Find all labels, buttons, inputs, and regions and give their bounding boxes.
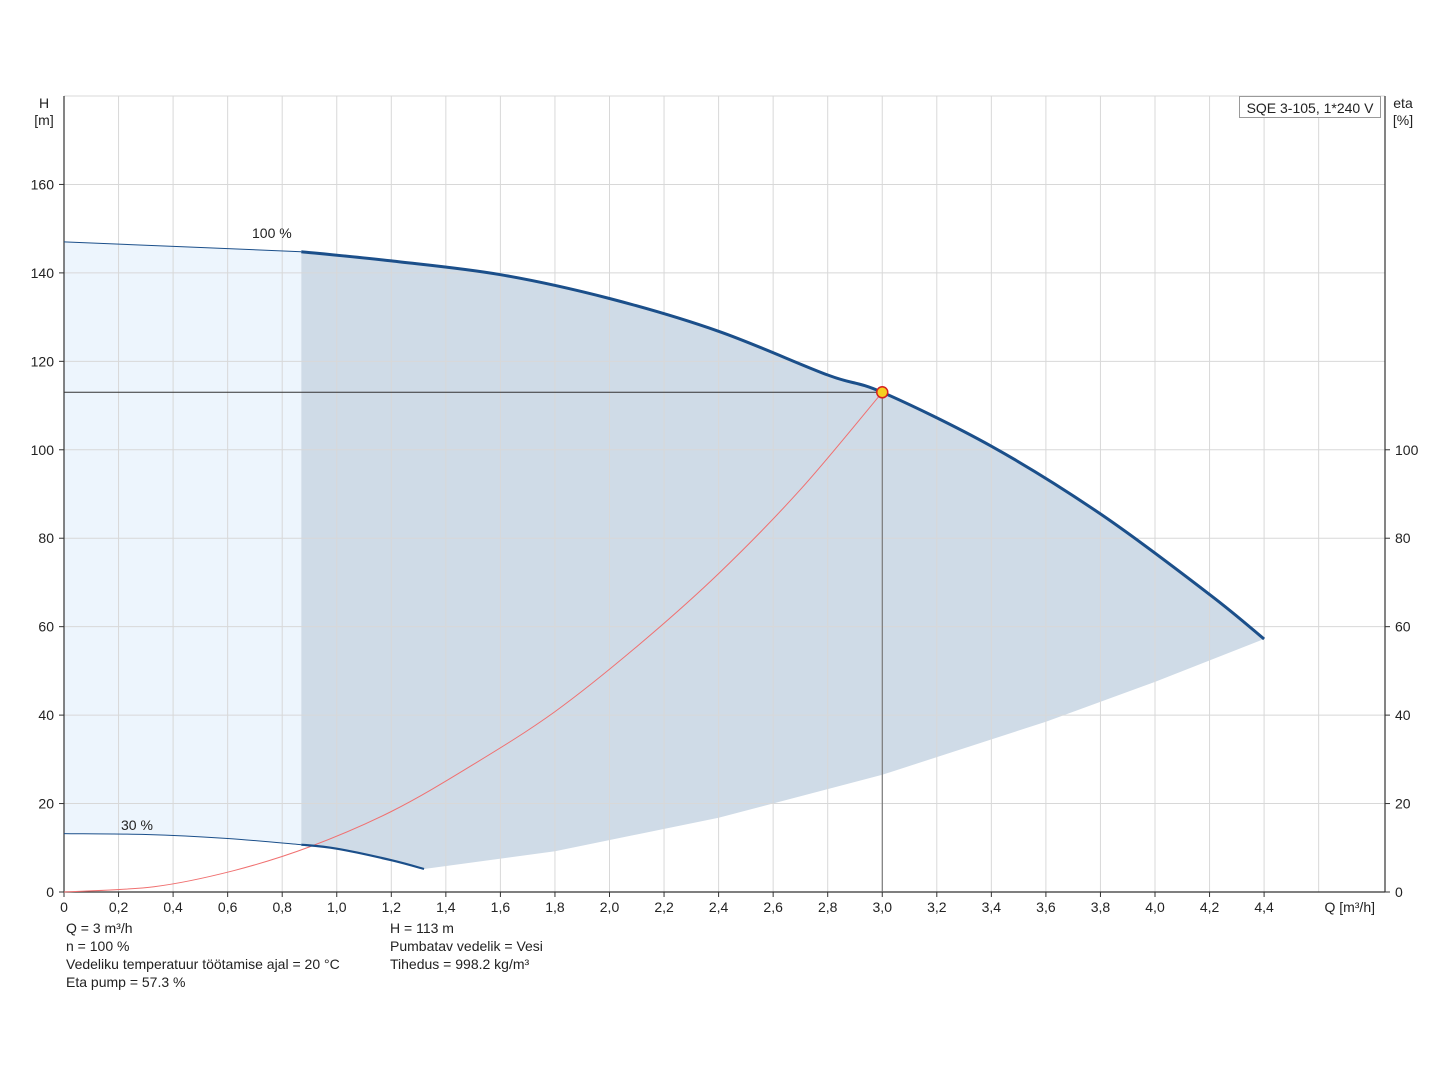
y-left-tick-label: 20 bbox=[38, 796, 54, 812]
x-tick-label: 2,8 bbox=[818, 899, 838, 915]
x-tick-label: 1,4 bbox=[436, 899, 456, 915]
x-tick-label: 1,0 bbox=[327, 899, 347, 915]
x-tick-label: 0,2 bbox=[109, 899, 129, 915]
x-tick-label: 2,6 bbox=[763, 899, 783, 915]
y-right-tick-label: 100 bbox=[1395, 442, 1419, 458]
x-tick-label: 2,4 bbox=[709, 899, 729, 915]
y-right-tick-label: 40 bbox=[1395, 707, 1411, 723]
y-left-tick-label: 100 bbox=[31, 442, 55, 458]
info-temperature: Vedeliku temperatuur töötamise ajal = 20… bbox=[66, 956, 340, 972]
x-tick-label: 1,8 bbox=[545, 899, 565, 915]
duty-point-marker bbox=[876, 386, 889, 399]
info-flow: Q = 3 m³/h bbox=[66, 920, 133, 936]
x-tick-label: 0,6 bbox=[218, 899, 238, 915]
y-left-tick-label: 40 bbox=[38, 707, 54, 723]
info-liquid: Pumbatav vedelik = Vesi bbox=[390, 938, 543, 954]
x-tick-label: 1,6 bbox=[491, 899, 511, 915]
info-left: Q = 3 m³/h n = 100 % Vedeliku temperatuu… bbox=[66, 919, 340, 991]
y-left-tick-label: 160 bbox=[31, 176, 55, 192]
y-right-tick-label: 0 bbox=[1395, 884, 1403, 900]
info-speed: n = 100 % bbox=[66, 938, 130, 954]
y-right-tick-label: 20 bbox=[1395, 796, 1411, 812]
eta-curve bbox=[63, 391, 883, 893]
x-tick-label: 1,2 bbox=[382, 899, 402, 915]
x-tick-label: 3,0 bbox=[873, 899, 893, 915]
model-label-box: SQE 3-105, 1*240 V bbox=[1239, 96, 1381, 118]
y-left-tick-label: 120 bbox=[31, 353, 55, 369]
y-right-axis-label: eta bbox=[1393, 95, 1413, 111]
model-label: SQE 3-105, 1*240 V bbox=[1246, 100, 1374, 116]
info-head: H = 113 m bbox=[390, 920, 454, 936]
x-tick-label: 3,8 bbox=[1091, 899, 1111, 915]
x-tick-label: 2,0 bbox=[600, 899, 620, 915]
x-tick-label: 2,2 bbox=[654, 899, 674, 915]
curve-100 bbox=[301, 250, 1266, 641]
x-tick-label: 3,4 bbox=[982, 899, 1002, 915]
y-left-axis-unit: [m] bbox=[34, 112, 53, 128]
x-tick-label: 3,6 bbox=[1036, 899, 1056, 915]
info-eta-pump: Eta pump = 57.3 % bbox=[66, 974, 186, 990]
curve-30 bbox=[301, 843, 425, 871]
info-right: H = 113 m Pumbatav vedelik = Vesi Tihedu… bbox=[390, 919, 543, 973]
extended-operating-region bbox=[64, 241, 302, 845]
x-tick-label: 4,2 bbox=[1200, 899, 1220, 915]
x-tick-label: 4,4 bbox=[1254, 899, 1274, 915]
y-left-tick-label: 140 bbox=[31, 265, 55, 281]
y-right-tick-label: 60 bbox=[1395, 619, 1411, 635]
curve-100-label: 100 % bbox=[252, 225, 292, 241]
x-tick-label: 4,0 bbox=[1145, 899, 1165, 915]
x-tick-label: 0,4 bbox=[163, 899, 183, 915]
y-right-axis-unit: [%] bbox=[1393, 112, 1413, 128]
curve-100-extended bbox=[63, 241, 302, 253]
info-density: Tihedus = 998.2 kg/m³ bbox=[390, 956, 530, 972]
x-axis-label: Q [m³/h] bbox=[1324, 899, 1375, 915]
x-tick-label: 0 bbox=[60, 899, 68, 915]
y-left-tick-label: 80 bbox=[38, 530, 54, 546]
y-left-tick-label: 0 bbox=[46, 884, 54, 900]
curve-30-label: 30 % bbox=[121, 817, 153, 833]
x-tick-label: 3,2 bbox=[927, 899, 947, 915]
x-tick-label: 0,8 bbox=[272, 899, 292, 915]
y-right-tick-label: 80 bbox=[1395, 530, 1411, 546]
curve-30-extended bbox=[63, 833, 302, 846]
y-left-axis-label: H bbox=[39, 95, 49, 111]
y-left-tick-label: 60 bbox=[38, 619, 54, 635]
